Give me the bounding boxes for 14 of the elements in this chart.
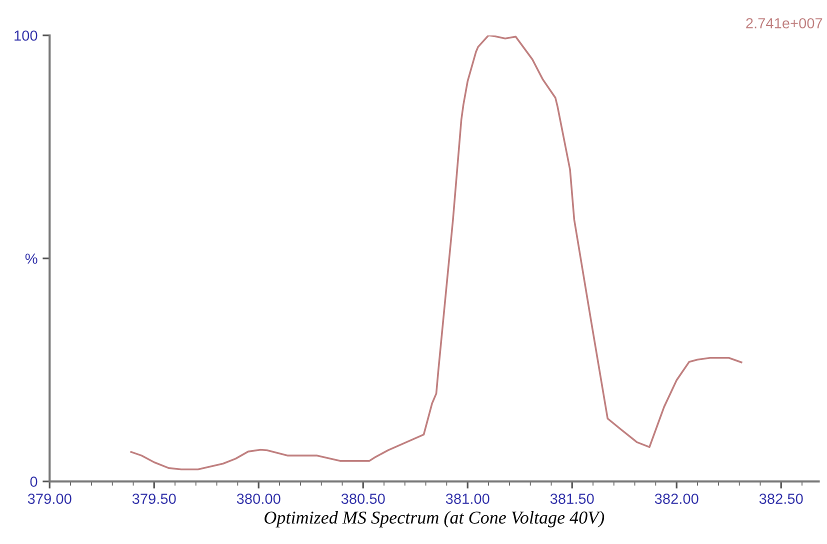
- x-tick-label: 379.50: [132, 494, 176, 504]
- x-tick-label: 382.50: [759, 494, 803, 504]
- y-tick-label: %: [25, 254, 38, 264]
- text: 2.741e+007: [746, 18, 822, 28]
- line-series: [130, 35, 742, 470]
- x-tick-label: 380.00: [236, 494, 280, 504]
- x-tick-label: 381.00: [446, 494, 490, 504]
- x-tick-label: 381.50: [550, 494, 594, 504]
- x-axis-title: Optimized MS Spectrum (at Cone Voltage 40V): [264, 511, 604, 528]
- x-tick-label: 380.50: [341, 494, 385, 504]
- y-tick-label: 0: [30, 476, 38, 487]
- x-tick-label: 379.00: [28, 494, 72, 504]
- x-tick-label: 382.00: [654, 494, 698, 504]
- y-tick-label: 100: [14, 30, 38, 41]
